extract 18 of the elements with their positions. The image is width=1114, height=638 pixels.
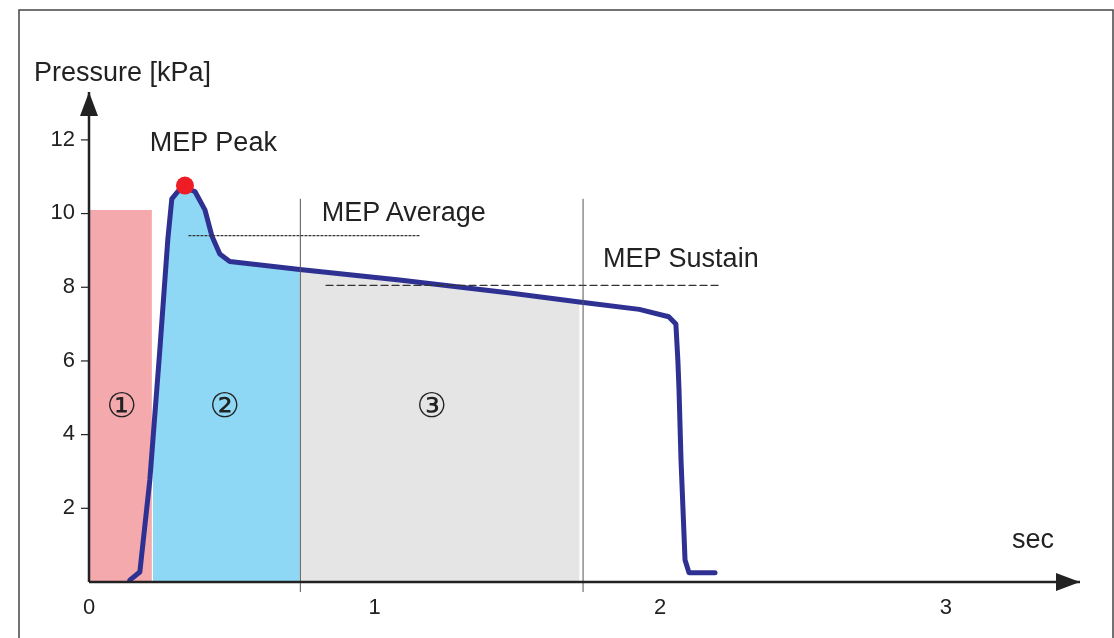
y-tick-label: 8 <box>62 273 75 299</box>
y-axis-title: Pressure [kPa] <box>34 57 212 87</box>
annotation: MEP Average <box>321 196 486 227</box>
annotation: MEP Peak <box>149 126 278 157</box>
x-tick-label: 2 <box>654 593 667 619</box>
y-tick-label: 12 <box>50 125 75 151</box>
annotation: ③ <box>416 384 447 425</box>
x-tick-label: 0 <box>82 593 96 619</box>
y-tick-label: 10 <box>50 199 75 225</box>
x-tick-label: 1 <box>368 593 381 619</box>
y-tick-label: 4 <box>62 420 75 446</box>
y-tick-label: 6 <box>62 346 75 372</box>
x-axis-title: sec <box>1011 524 1054 554</box>
x-tick-label: 3 <box>939 593 952 619</box>
annotation: MEP Sustain <box>603 242 759 273</box>
annotation: ② <box>209 384 240 425</box>
y-tick-label: 2 <box>62 494 75 520</box>
annotation: ① <box>106 384 138 425</box>
